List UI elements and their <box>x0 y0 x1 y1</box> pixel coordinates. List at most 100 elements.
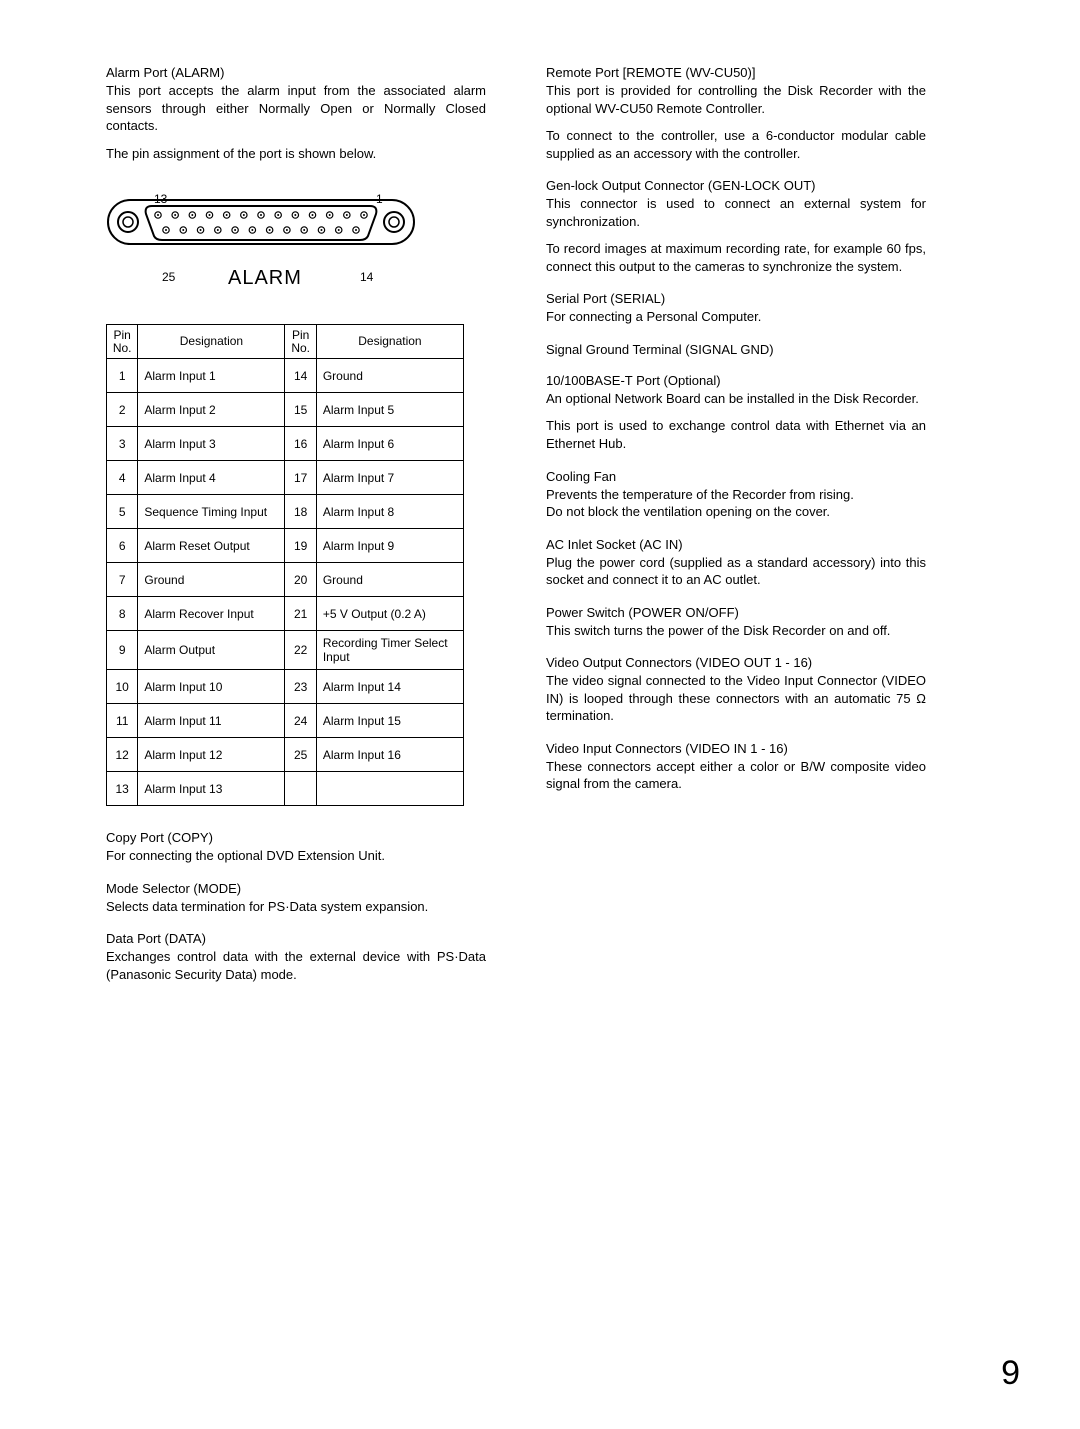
cell-pin-no: 18 <box>285 495 316 529</box>
mode-selector-body: Selects data termination for PS·Data sys… <box>106 898 486 916</box>
cell-designation <box>316 772 463 806</box>
serial-title: Serial Port (SERIAL) <box>546 291 926 306</box>
cell-pin-no: 19 <box>285 529 316 563</box>
cell-designation: Alarm Input 10 <box>138 670 285 704</box>
ac-inlet-title: AC Inlet Socket (AC IN) <box>546 537 926 552</box>
table-row: 4Alarm Input 417Alarm Input 7 <box>107 461 464 495</box>
table-row: 13Alarm Input 13 <box>107 772 464 806</box>
cell-pin-no: 3 <box>107 427 138 461</box>
cell-designation: Sequence Timing Input <box>138 495 285 529</box>
cell-designation: Ground <box>316 359 463 393</box>
th-pin-no-2: Pin No. <box>285 325 316 359</box>
diagram-label-14: 14 <box>360 270 373 284</box>
table-row: 3Alarm Input 316Alarm Input 6 <box>107 427 464 461</box>
table-row: 2Alarm Input 215Alarm Input 5 <box>107 393 464 427</box>
mode-selector-title: Mode Selector (MODE) <box>106 881 486 896</box>
cell-designation: Alarm Input 2 <box>138 393 285 427</box>
power-switch-body: This switch turns the power of the Disk … <box>546 622 926 640</box>
th-pin-no-1: Pin No. <box>107 325 138 359</box>
cooling-fan-p2: Do not block the ventilation opening on … <box>546 503 926 521</box>
cell-designation: Alarm Input 15 <box>316 704 463 738</box>
cell-pin-no: 8 <box>107 597 138 631</box>
cell-designation: Alarm Input 1 <box>138 359 285 393</box>
ac-inlet-section: AC Inlet Socket (AC IN) Plug the power c… <box>546 537 926 589</box>
remote-port-p2: To connect to the controller, use a 6-co… <box>546 127 926 162</box>
cell-designation: Alarm Input 16 <box>316 738 463 772</box>
genlock-p2: To record images at maximum recording ra… <box>546 240 926 275</box>
power-switch-section: Power Switch (POWER ON/OFF) This switch … <box>546 605 926 640</box>
diagram-label-25: 25 <box>162 270 175 284</box>
serial-body: For connecting a Personal Computer. <box>546 308 926 326</box>
mode-selector-section: Mode Selector (MODE) Selects data termin… <box>106 881 486 916</box>
cell-pin-no: 12 <box>107 738 138 772</box>
table-row: 8Alarm Recover Input21+5 V Output (0.2 A… <box>107 597 464 631</box>
cooling-fan-title: Cooling Fan <box>546 469 926 484</box>
cell-pin-no: 11 <box>107 704 138 738</box>
cell-designation: Alarm Input 9 <box>316 529 463 563</box>
table-row: 1Alarm Input 114Ground <box>107 359 464 393</box>
cell-designation: +5 V Output (0.2 A) <box>316 597 463 631</box>
cell-pin-no: 6 <box>107 529 138 563</box>
ethernet-p1: An optional Network Board can be install… <box>546 390 926 408</box>
th-designation-1: Designation <box>138 325 285 359</box>
ethernet-p2: This port is used to exchange control da… <box>546 417 926 452</box>
cell-designation: Alarm Input 11 <box>138 704 285 738</box>
ethernet-section: 10/100BASE-T Port (Optional) An optional… <box>546 373 926 453</box>
diagram-label-13: 13 <box>154 192 167 206</box>
table-row: 11Alarm Input 1124Alarm Input 15 <box>107 704 464 738</box>
cell-designation: Alarm Input 4 <box>138 461 285 495</box>
ethernet-title: 10/100BASE-T Port (Optional) <box>546 373 926 388</box>
genlock-p1: This connector is used to connect an ext… <box>546 195 926 230</box>
th-designation-2: Designation <box>316 325 463 359</box>
video-out-section: Video Output Connectors (VIDEO OUT 1 - 1… <box>546 655 926 725</box>
data-port-section: Data Port (DATA) Exchanges control data … <box>106 931 486 983</box>
cell-designation: Ground <box>316 563 463 597</box>
cell-designation: Alarm Input 8 <box>316 495 463 529</box>
cell-pin-no: 15 <box>285 393 316 427</box>
power-switch-title: Power Switch (POWER ON/OFF) <box>546 605 926 620</box>
two-column-layout: Alarm Port (ALARM) This port accepts the… <box>106 65 1010 999</box>
signal-gnd-section: Signal Ground Terminal (SIGNAL GND) <box>546 342 926 357</box>
page-number: 9 <box>1001 1354 1020 1393</box>
cell-pin-no: 5 <box>107 495 138 529</box>
cell-pin-no: 25 <box>285 738 316 772</box>
cooling-fan-p1: Prevents the temperature of the Recorder… <box>546 486 926 504</box>
cell-designation: Alarm Input 7 <box>316 461 463 495</box>
cell-designation: Alarm Recover Input <box>138 597 285 631</box>
serial-section: Serial Port (SERIAL) For connecting a Pe… <box>546 291 926 326</box>
cell-pin-no: 4 <box>107 461 138 495</box>
table-header-row: Pin No. Designation Pin No. Designation <box>107 325 464 359</box>
copy-port-section: Copy Port (COPY) For connecting the opti… <box>106 830 486 865</box>
data-port-body: Exchanges control data with the external… <box>106 948 486 983</box>
table-row: 9Alarm Output22Recording Timer Select In… <box>107 631 464 670</box>
cell-designation: Alarm Input 12 <box>138 738 285 772</box>
db25-connector-icon <box>106 192 416 252</box>
cell-designation: Ground <box>138 563 285 597</box>
signal-gnd-title: Signal Ground Terminal (SIGNAL GND) <box>546 342 926 357</box>
genlock-section: Gen-lock Output Connector (GEN-LOCK OUT)… <box>546 178 926 275</box>
cell-pin-no: 10 <box>107 670 138 704</box>
diagram-label-1: 1 <box>376 192 383 206</box>
cell-pin-no: 16 <box>285 427 316 461</box>
cell-pin-no: 2 <box>107 393 138 427</box>
video-out-body: The video signal connected to the Video … <box>546 672 926 725</box>
cell-pin-no <box>285 772 316 806</box>
video-in-section: Video Input Connectors (VIDEO IN 1 - 16)… <box>546 741 926 793</box>
alarm-port-title: Alarm Port (ALARM) <box>106 65 486 80</box>
cell-pin-no: 20 <box>285 563 316 597</box>
video-in-title: Video Input Connectors (VIDEO IN 1 - 16) <box>546 741 926 756</box>
cell-pin-no: 13 <box>107 772 138 806</box>
alarm-port-p1: This port accepts the alarm input from t… <box>106 82 486 135</box>
cell-pin-no: 24 <box>285 704 316 738</box>
cell-pin-no: 14 <box>285 359 316 393</box>
pin-assignment-table: Pin No. Designation Pin No. Designation … <box>106 324 464 806</box>
cell-designation: Alarm Output <box>138 631 285 670</box>
table-row: 12Alarm Input 1225Alarm Input 16 <box>107 738 464 772</box>
copy-port-title: Copy Port (COPY) <box>106 830 486 845</box>
video-in-body: These connectors accept either a color o… <box>546 758 926 793</box>
remote-port-title: Remote Port [REMOTE (WV-CU50)] <box>546 65 926 80</box>
cell-designation: Alarm Input 14 <box>316 670 463 704</box>
cooling-fan-section: Cooling Fan Prevents the temperature of … <box>546 469 926 521</box>
cell-designation: Alarm Input 5 <box>316 393 463 427</box>
cell-designation: Alarm Input 13 <box>138 772 285 806</box>
